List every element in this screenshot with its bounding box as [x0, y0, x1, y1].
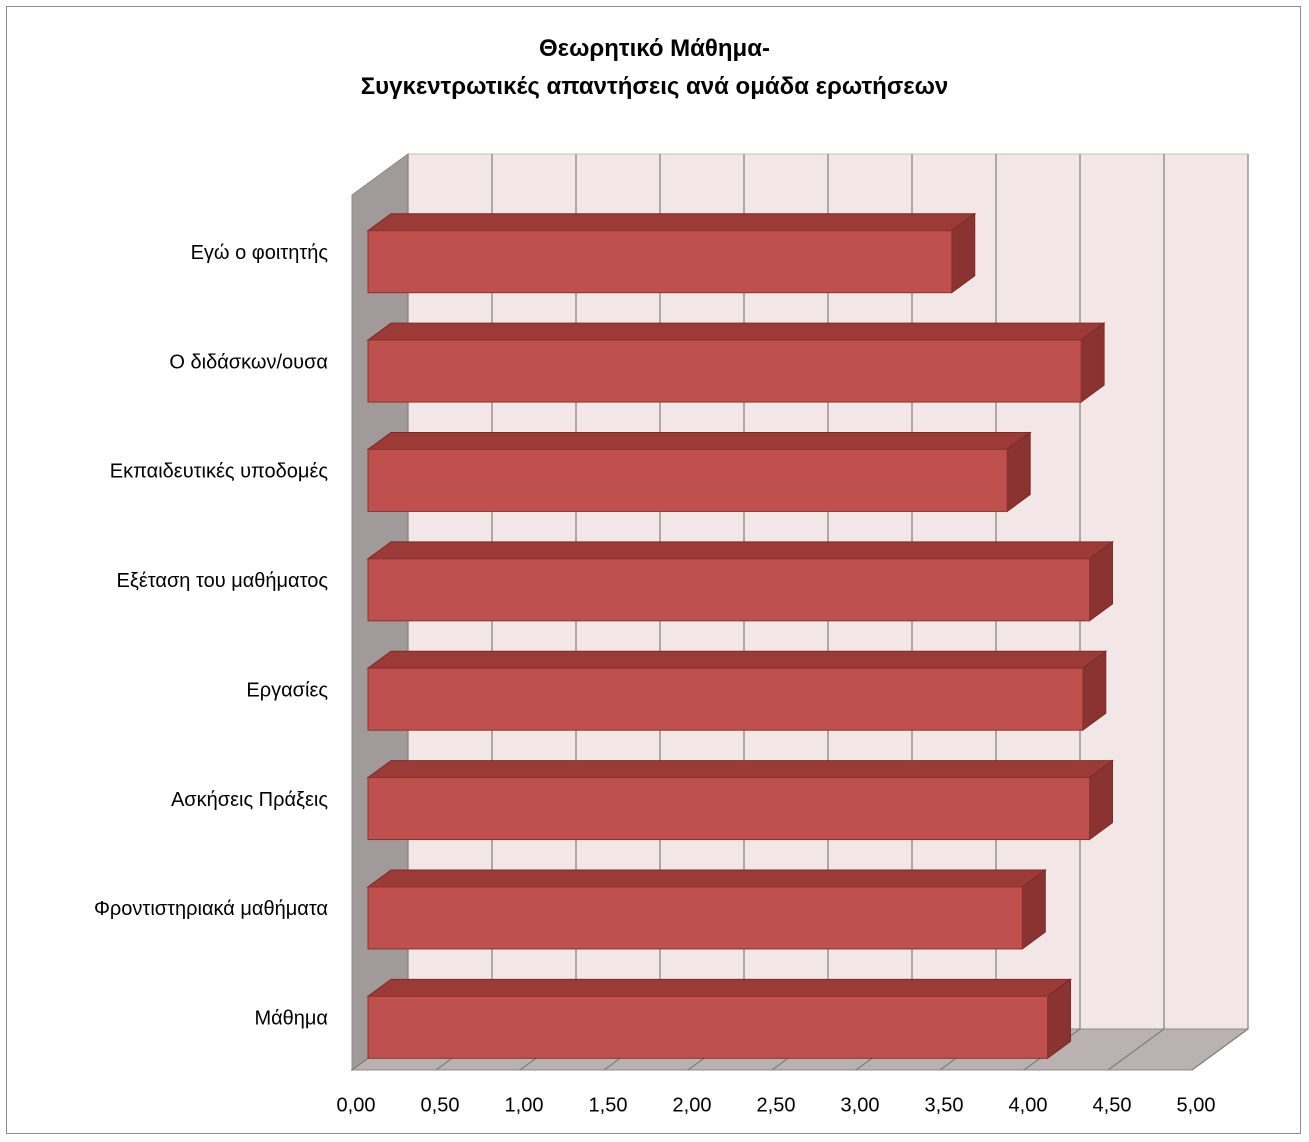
x-tick-label: 5,00 — [1177, 1094, 1216, 1116]
bar — [367, 230, 953, 294]
bar — [367, 339, 1082, 403]
chart-title-line-2: Συγκεντρωτικές απαντήσεις ανά ομάδα ερωτ… — [360, 73, 949, 100]
chart-title-line-1: Θεωρητικό Μάθημα- — [539, 35, 770, 62]
x-tick-label: 0,00 — [337, 1094, 376, 1116]
x-tick-label: 0,50 — [421, 1094, 460, 1116]
x-tick-label: 3,00 — [841, 1094, 880, 1116]
bar — [367, 777, 1091, 841]
bar-top — [366, 213, 977, 232]
bar — [367, 667, 1084, 731]
x-tick-label: 2,50 — [757, 1094, 796, 1116]
floor-gridline — [1107, 1028, 1165, 1071]
bar-top — [366, 869, 1047, 888]
bar — [367, 995, 1049, 1059]
bar — [367, 448, 1008, 512]
x-tick-label: 2,00 — [673, 1094, 712, 1116]
category-label: Ασκήσεις Πράξεις — [171, 789, 328, 811]
bar-top — [366, 541, 1115, 560]
category-label: Εξέταση του μαθήματος — [117, 570, 329, 592]
category-label: Εγώ ο φοιτητής — [191, 242, 329, 264]
x-tick-label: 4,50 — [1093, 1094, 1132, 1116]
x-tick-label: 4,00 — [1009, 1094, 1048, 1116]
bar-top — [366, 650, 1108, 669]
category-label: Εργασίες — [246, 679, 328, 701]
bar-top — [366, 978, 1073, 997]
bar-top — [366, 322, 1106, 341]
x-tick-label: 3,50 — [925, 1094, 964, 1116]
bar — [367, 886, 1023, 950]
bar-top — [366, 431, 1032, 450]
bar — [367, 558, 1091, 622]
category-label: Εκπαιδευτικές υποδομές — [110, 461, 329, 483]
floor-gridline — [1191, 1028, 1249, 1071]
x-tick-label: 1,00 — [505, 1094, 544, 1116]
x-tick-label: 1,50 — [589, 1094, 628, 1116]
chart-title: Θεωρητικό Μάθημα- Συγκεντρωτικές απαντήσ… — [0, 30, 1309, 106]
category-label: Ο διδάσκων/ουσα — [169, 351, 328, 373]
category-label: Φροντιστηριακά μαθήματα — [94, 898, 328, 920]
category-label: Μάθημα — [254, 1008, 328, 1030]
bar-top — [366, 760, 1115, 779]
